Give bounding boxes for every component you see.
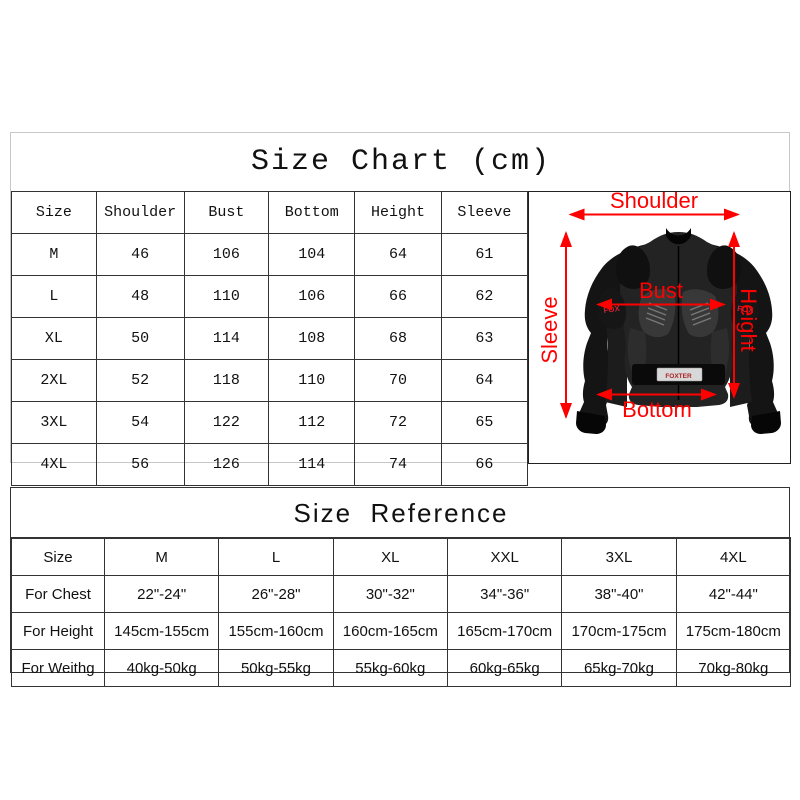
svg-text:Sleeve: Sleeve (537, 296, 562, 363)
svg-text:Shoulder: Shoulder (610, 192, 698, 213)
svg-text:Height: Height (736, 288, 761, 352)
svg-text:Bottom: Bottom (622, 397, 692, 422)
svg-text:Bust: Bust (639, 278, 683, 303)
